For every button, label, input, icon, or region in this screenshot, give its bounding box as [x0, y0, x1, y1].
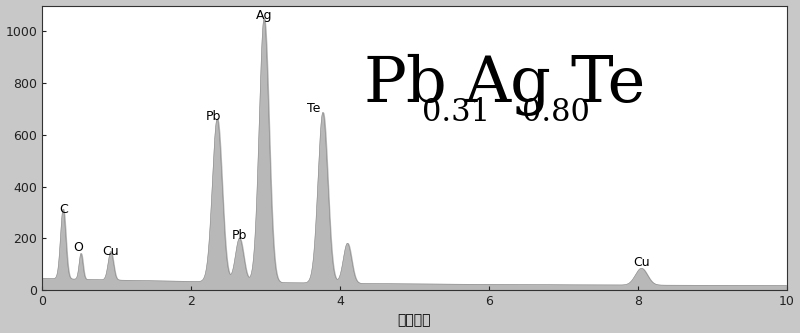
Text: Pb: Pb — [232, 229, 247, 242]
Text: Cu: Cu — [102, 245, 119, 258]
Text: Pb: Pb — [364, 54, 447, 115]
Text: Ag: Ag — [256, 9, 272, 22]
Text: Ag: Ag — [464, 55, 551, 116]
Text: 0.80: 0.80 — [522, 97, 590, 128]
Text: Pb: Pb — [206, 110, 221, 123]
Text: O: O — [73, 241, 83, 254]
Text: C: C — [58, 203, 67, 216]
Text: Te: Te — [307, 103, 321, 116]
Text: 0.31: 0.31 — [422, 97, 490, 128]
Text: Te: Te — [570, 54, 646, 115]
X-axis label: 千电子伏: 千电子伏 — [398, 313, 431, 327]
Text: Cu: Cu — [633, 256, 650, 269]
